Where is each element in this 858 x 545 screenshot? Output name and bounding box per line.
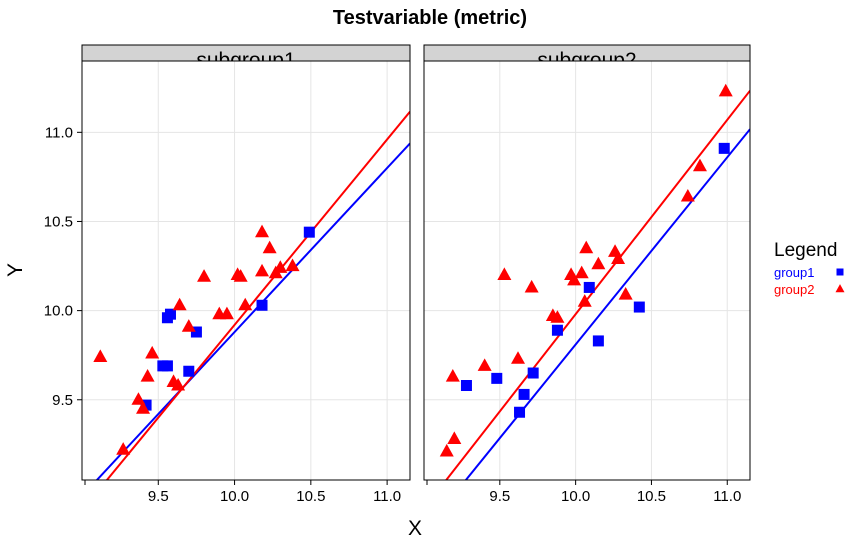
point-group2 (145, 345, 160, 359)
x-axis-title: X (408, 517, 422, 540)
point-group2 (233, 269, 248, 282)
y-tick-label: 10.0 (44, 303, 73, 320)
point-group2 (445, 369, 460, 382)
point-group1 (633, 301, 645, 313)
point-group2 (718, 83, 733, 97)
legend-key-group1 (836, 268, 844, 276)
point-group2 (219, 306, 234, 320)
point-group1 (514, 406, 526, 418)
panel-subgroup2: subgroup2 9.5 10.0 10.5 11.0 (423, 44, 751, 505)
point-group2 (497, 267, 512, 280)
y-tick-label: 11.0 (45, 124, 73, 141)
point-group2 (255, 224, 270, 238)
point-group2 (172, 297, 187, 311)
point-group1 (718, 142, 730, 154)
point-group2 (197, 269, 212, 282)
point-group1 (518, 388, 530, 400)
legend-label-group2: group2 (774, 282, 814, 297)
x-tick-label: 10.5 (637, 488, 666, 505)
plot-area (424, 61, 750, 480)
point-group1 (460, 380, 472, 392)
fit-line-group2 (105, 111, 410, 480)
y-axis-title: Y (4, 263, 27, 277)
y-tick-label: 10.5 (44, 213, 73, 230)
point-group1 (164, 308, 176, 320)
fit-line-group1 (464, 128, 750, 480)
strip-label: subgroup2 (537, 49, 636, 72)
point-group1 (583, 281, 595, 293)
point-group2 (181, 319, 196, 332)
x-tick-label: 10.5 (296, 488, 325, 505)
panel-subgroup1: subgroup1 9.5 10.0 10.5 11.0 9.5 10.0 10.5 11.0 (44, 44, 411, 505)
point-group1 (527, 367, 539, 379)
chart-title: Testvariable (metric) (333, 7, 527, 29)
point-group2 (680, 188, 695, 202)
point-group2 (136, 401, 151, 414)
point-group2 (618, 287, 633, 300)
point-group1 (551, 324, 563, 336)
x-tick-label: 9.5 (489, 488, 510, 505)
legend-title: Legend (774, 240, 837, 261)
point-group2 (285, 258, 300, 272)
plot-content (439, 83, 750, 480)
point-group2 (511, 351, 526, 364)
point-group1 (303, 226, 315, 238)
point-group2 (591, 256, 606, 270)
legend: Legend group1 group2 (774, 240, 845, 297)
point-group2 (574, 265, 589, 279)
point-group2 (692, 158, 707, 172)
x-tick-label: 10.0 (220, 488, 249, 505)
plot-content (93, 111, 410, 480)
point-group1 (592, 335, 604, 347)
legend-key-group2 (835, 284, 845, 293)
y-tick-label: 9.5 (52, 392, 73, 409)
point-group1 (256, 299, 268, 311)
point-group1 (161, 360, 173, 372)
point-group2 (477, 358, 492, 371)
point-group2 (524, 279, 539, 293)
x-tick-label: 11.0 (713, 488, 741, 505)
legend-label-group1: group1 (774, 265, 814, 280)
x-tick-label: 10.0 (561, 488, 590, 505)
fit-line-group1 (95, 142, 410, 480)
point-group2 (273, 260, 288, 273)
point-group2 (439, 443, 454, 457)
point-group2 (255, 263, 270, 277)
point-group2 (238, 297, 253, 311)
point-group2 (550, 310, 565, 323)
point-group2 (579, 240, 594, 254)
point-group1 (491, 372, 503, 384)
point-group2 (171, 377, 186, 391)
point-group2 (116, 442, 131, 455)
point-group2 (140, 369, 155, 382)
point-group2 (131, 392, 146, 405)
point-group1 (190, 326, 202, 338)
point-group2 (567, 272, 582, 286)
plot-area (82, 61, 410, 480)
point-group1 (183, 365, 195, 377)
x-tick-label: 9.5 (148, 488, 169, 505)
point-group2 (447, 431, 462, 445)
x-tick-label: 11.0 (373, 488, 401, 505)
strip-label: subgroup1 (196, 49, 295, 72)
point-group2 (93, 349, 108, 363)
point-group2 (577, 294, 592, 307)
point-group1 (140, 399, 152, 411)
point-group2 (262, 240, 277, 254)
point-group2 (611, 251, 626, 264)
